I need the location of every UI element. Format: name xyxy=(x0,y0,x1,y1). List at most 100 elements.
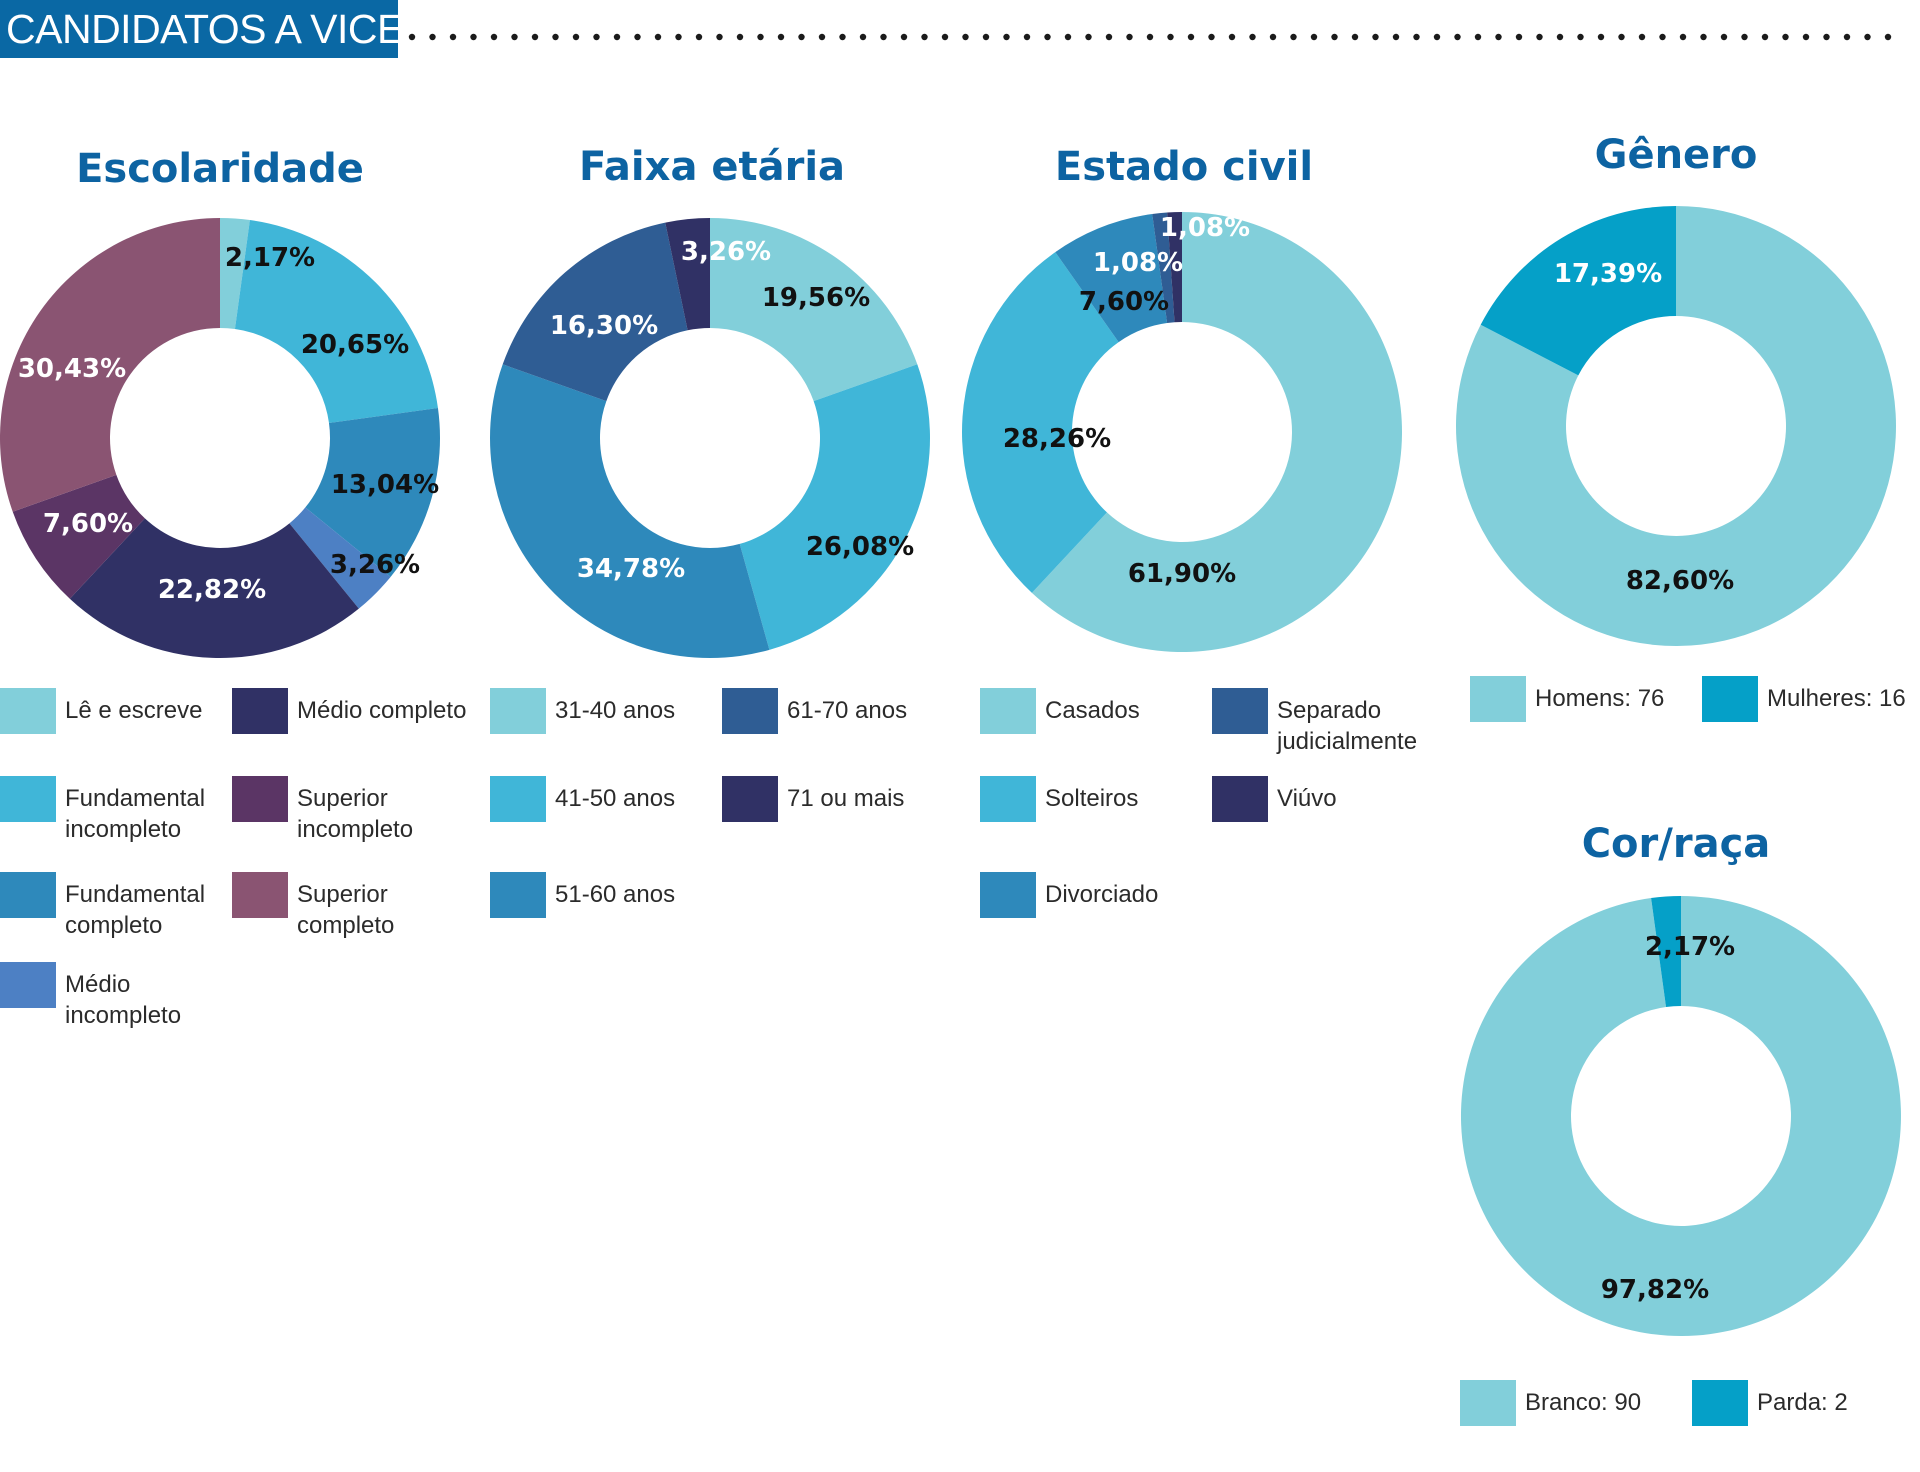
header-dot xyxy=(900,33,908,41)
legend-label: Lê e escreve xyxy=(65,697,202,724)
legend-label: 71 ou mais xyxy=(787,785,904,812)
header-dot xyxy=(1884,33,1892,41)
data-label: 16,30% xyxy=(550,311,658,341)
header-dot xyxy=(1003,33,1010,41)
data-label: 7,60% xyxy=(1079,287,1169,317)
data-label: 1,08% xyxy=(1093,248,1183,278)
header-dot xyxy=(941,33,949,41)
legend-swatch xyxy=(0,688,56,734)
header-dot xyxy=(1433,33,1441,41)
legend-label: 31-40 anos xyxy=(555,697,675,724)
legend-swatch xyxy=(1212,776,1268,822)
slice-61-70-anos xyxy=(502,222,688,402)
slice-divorciado xyxy=(1055,214,1168,343)
legend-swatch xyxy=(1212,688,1268,734)
slice-le-e-escreve xyxy=(220,217,250,330)
data-label: 30,43% xyxy=(18,354,126,384)
data-label: 34,78% xyxy=(577,554,685,584)
header-dot xyxy=(654,33,662,41)
slice-viuvo xyxy=(1167,212,1182,323)
legend-item-mulheres-16: Mulheres: 16 xyxy=(1702,676,1906,722)
header-dot xyxy=(880,33,887,41)
legend-item-71-ou-mais: 71 ou mais xyxy=(722,776,904,822)
header-dot xyxy=(921,33,928,41)
legend-swatch xyxy=(980,688,1036,734)
header-dot xyxy=(634,33,641,41)
legend: Lê e escreve Fundamental incompleto Fundame… xyxy=(0,688,466,1029)
chart-title: Estado civil xyxy=(1055,144,1313,190)
header-dot xyxy=(1126,33,1133,41)
header-dot xyxy=(1638,33,1646,41)
legend-item-separado-judicialmente: Separado judicialmente xyxy=(1212,688,1417,755)
header-title: CANDIDATOS A VICE xyxy=(0,0,398,58)
header-dot xyxy=(552,33,559,41)
slice-medio-incompleto xyxy=(289,507,391,609)
header-dot xyxy=(470,33,477,41)
header-dot xyxy=(429,33,436,41)
header-dot xyxy=(531,33,539,41)
header-dot xyxy=(1556,33,1564,41)
chart-estado-civil: Estado civil 61,90% 28,26% 7,60% 1,08% 1,08% C… xyxy=(962,144,1417,918)
header-dot xyxy=(675,33,682,41)
legend: 31-40 anos 41-50 anos 51-60 anos 61-70 anos… xyxy=(490,688,907,918)
data-label: 1,08% xyxy=(1160,213,1250,243)
legend: Casados Solteiros Divorciado Separado judici… xyxy=(980,688,1417,918)
header-dot xyxy=(818,33,826,41)
data-label: 28,26% xyxy=(1003,424,1111,454)
header-dot xyxy=(1146,33,1154,41)
header-dot xyxy=(1864,33,1871,41)
legend-label: Médio completo xyxy=(297,697,466,724)
legend-label: Mulheres: 16 xyxy=(1767,685,1906,712)
legend-swatch xyxy=(0,962,56,1008)
header-dot xyxy=(1249,33,1256,41)
header-dot xyxy=(1228,33,1236,41)
legend-swatch xyxy=(1470,676,1526,722)
data-label: 2,17% xyxy=(225,243,315,273)
slice-mulheres-16 xyxy=(1480,206,1676,376)
header-dot xyxy=(1761,33,1769,41)
header-dot xyxy=(1105,33,1113,41)
legend-item-fundamental-incompleto: Fundamental incompleto xyxy=(0,776,205,843)
legend-item-parda-2: Parda: 2 xyxy=(1692,1380,1848,1426)
legend-swatch xyxy=(232,688,288,734)
legend: Homens: 76 Mulheres: 16 xyxy=(1470,676,1906,722)
chart-faixa-etaria: Faixa etária 19,56% 26,08% 34,78% 16,30% 3,26… xyxy=(490,144,930,918)
legend-item-51-60-anos: 51-60 anos xyxy=(490,872,675,918)
slice-separado-judicialmente xyxy=(1152,212,1175,324)
legend-swatch xyxy=(0,872,56,918)
legend-label: Separado judicialmente xyxy=(1276,697,1417,755)
legend-item-viuvo: Viúvo xyxy=(1212,776,1337,822)
header-dot xyxy=(1310,33,1318,41)
slice-homens-76 xyxy=(1455,206,1896,646)
data-label: 7,60% xyxy=(43,509,133,539)
data-label: 19,56% xyxy=(762,283,870,313)
legend-item-superior-completo: Superior completo xyxy=(232,872,394,939)
header-dot xyxy=(982,33,990,41)
header-dot xyxy=(1044,33,1051,41)
chart-genero: Gênero 82,60% 17,39% Homens: 76 Mulheres: 16 xyxy=(1455,132,1906,722)
header-dot xyxy=(962,33,969,41)
header-dot xyxy=(408,33,416,41)
data-label: 3,26% xyxy=(681,237,771,267)
header-dot xyxy=(1536,33,1543,41)
header-dot xyxy=(1085,33,1092,41)
slice-medio-completo xyxy=(69,518,359,658)
header-dot xyxy=(593,33,600,41)
header-dot xyxy=(839,33,846,41)
header-dot xyxy=(1187,33,1195,41)
header-dot xyxy=(1167,33,1174,41)
header-dot xyxy=(613,33,621,41)
data-label: 13,04% xyxy=(331,470,439,500)
header-dot xyxy=(1577,33,1584,41)
header-dot xyxy=(1741,33,1748,41)
data-label: 3,26% xyxy=(330,550,420,580)
data-label: 61,90% xyxy=(1128,559,1236,589)
slice-fundamental-completo xyxy=(305,408,440,577)
legend-label: Homens: 76 xyxy=(1535,685,1664,712)
slice-casados xyxy=(1031,212,1403,653)
header-dot xyxy=(1269,33,1277,41)
legend-swatch xyxy=(232,776,288,822)
header-dot xyxy=(1802,33,1810,41)
header-dot xyxy=(1782,33,1789,41)
header-dot xyxy=(1331,33,1338,41)
